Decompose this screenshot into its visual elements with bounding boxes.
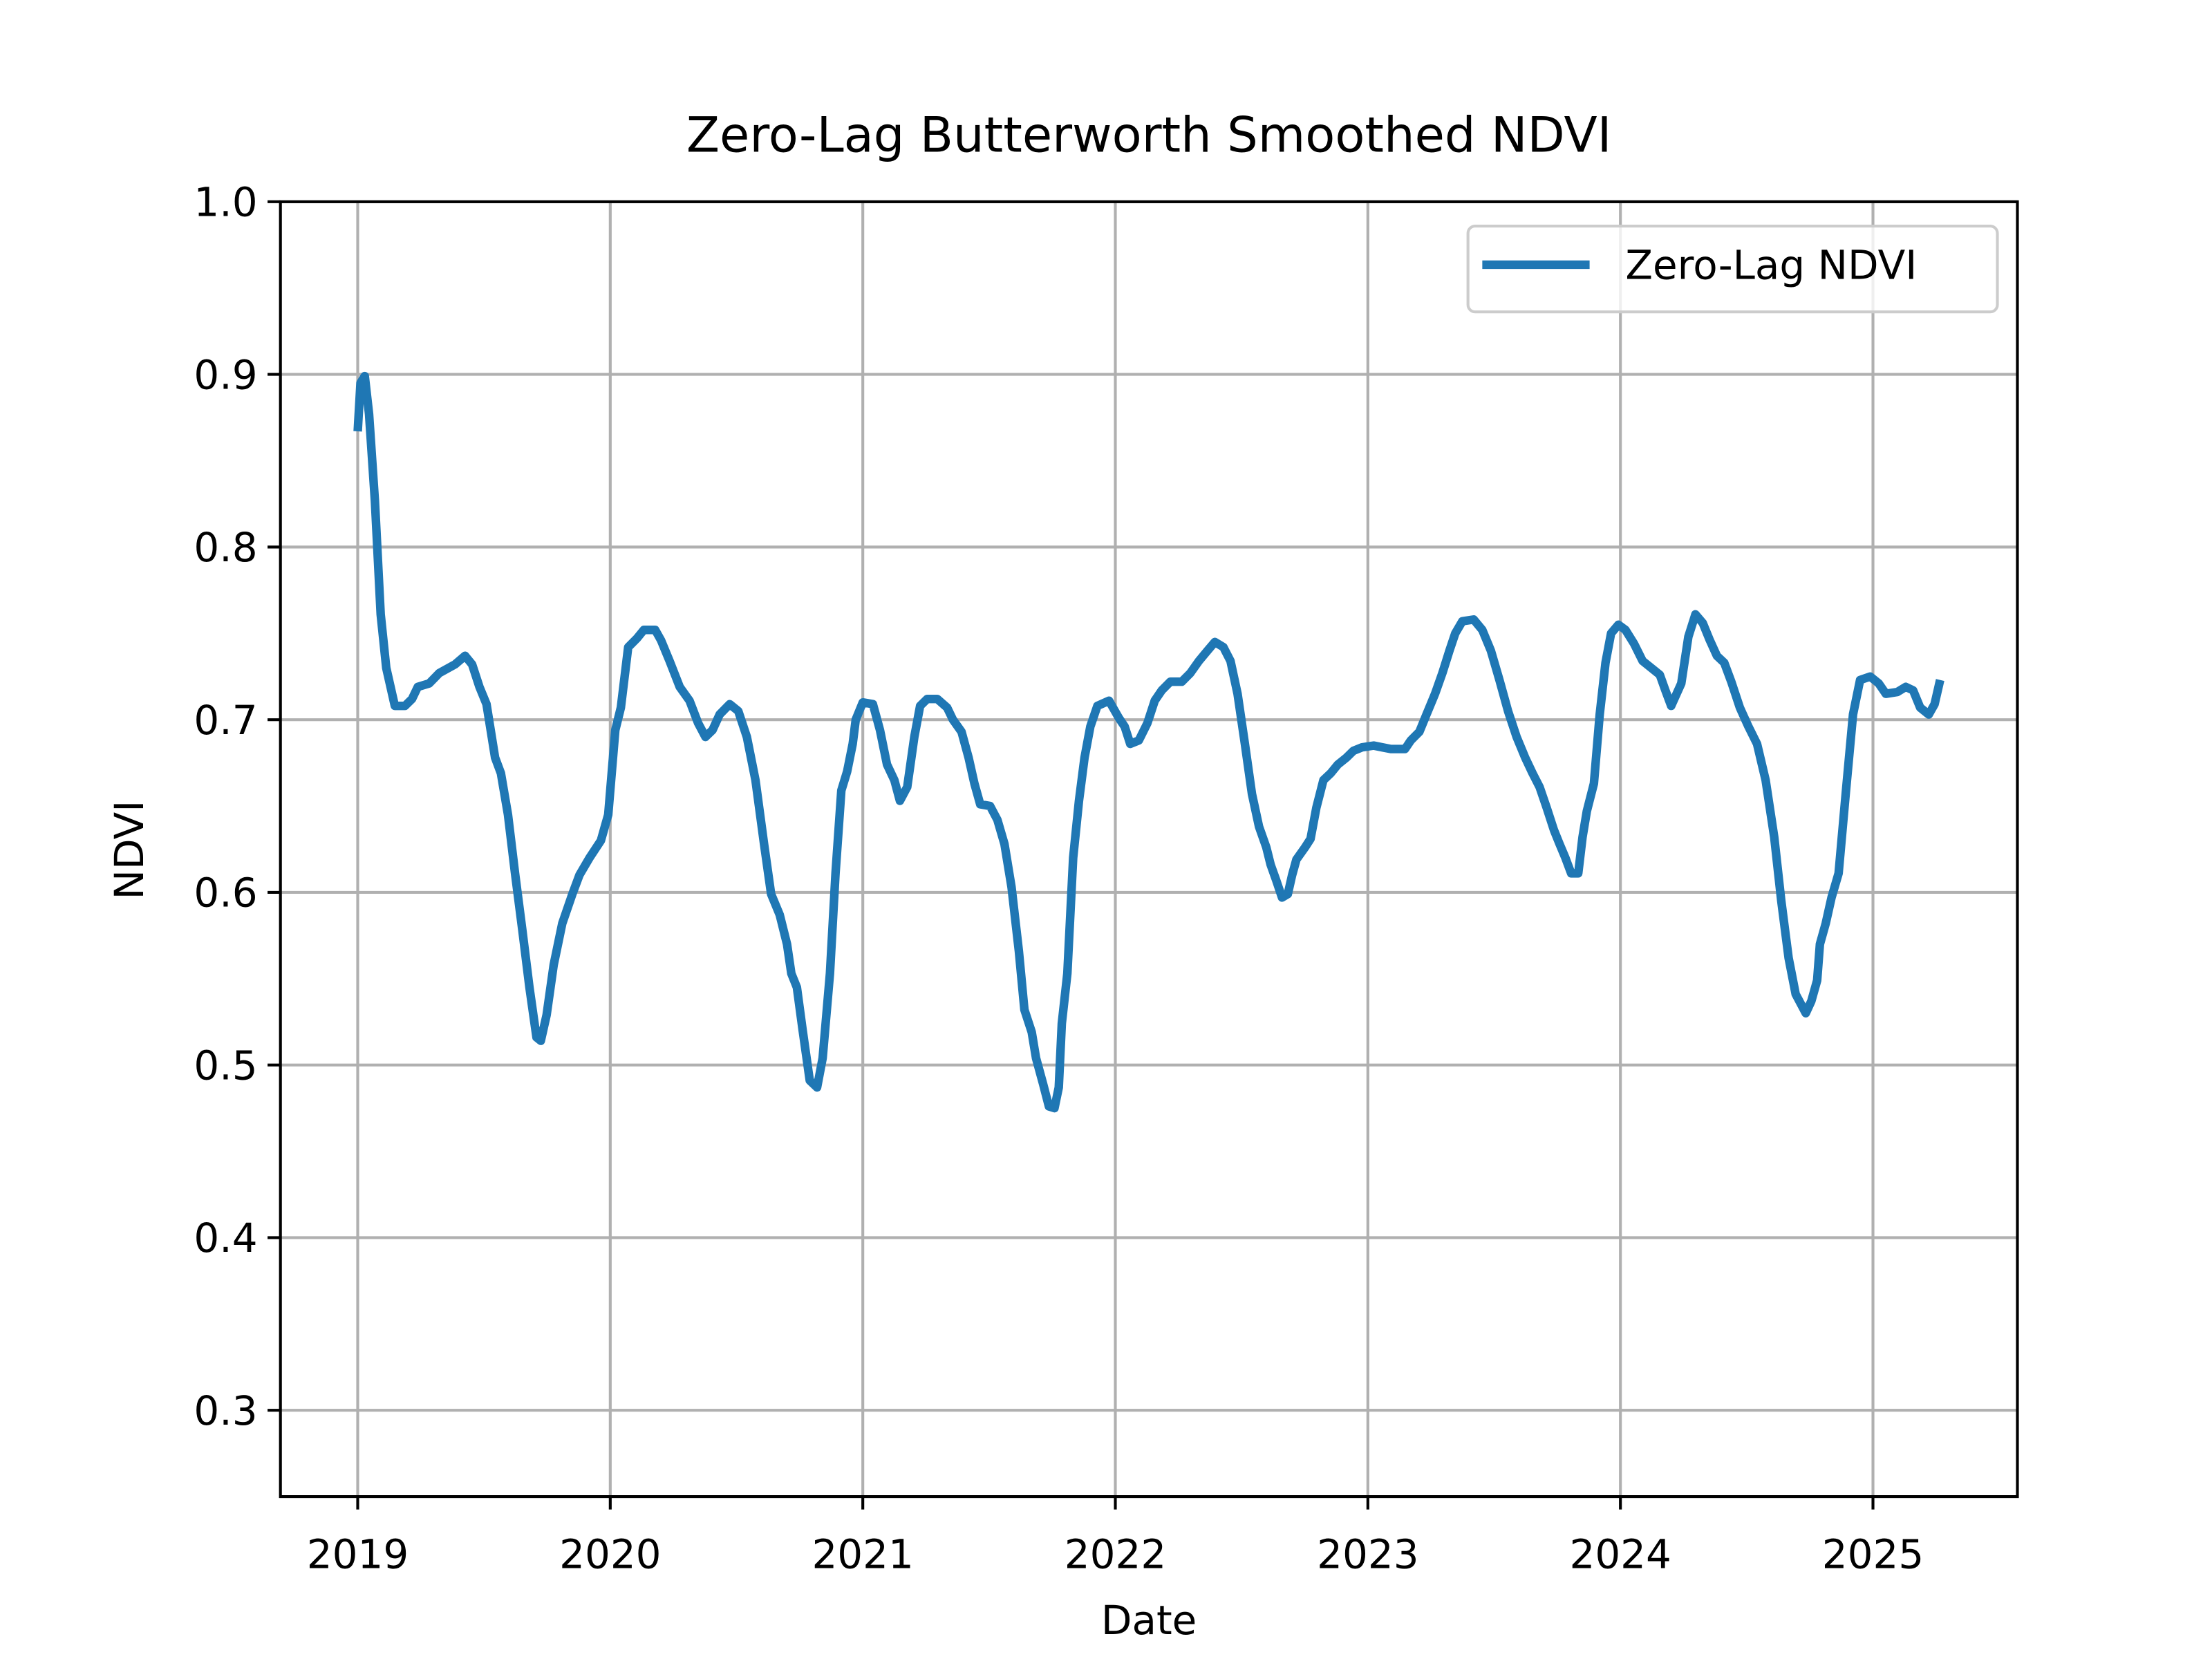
- y-tick-label: 0.7: [194, 697, 257, 744]
- plot-frame: [279, 200, 2019, 1499]
- x-tick-label: 2022: [1065, 1531, 1166, 1578]
- legend-label: Zero-Lag NDVI: [1625, 242, 1917, 289]
- y-tick-label: 0.3: [194, 1387, 257, 1434]
- x-tick-label: 2024: [1569, 1531, 1671, 1578]
- y-tick-label: 0.9: [194, 351, 257, 398]
- y-tick-label: 0.6: [194, 870, 257, 917]
- y-tick-label: 0.8: [194, 524, 257, 571]
- y-tick-label: 0.4: [194, 1215, 257, 1262]
- x-tick-label: 2021: [812, 1531, 913, 1578]
- chart-title: Zero-Lag Butterworth Smoothed NDVI: [686, 106, 1612, 163]
- legend-box: [1466, 224, 1999, 314]
- x-tick-label: 2020: [559, 1531, 661, 1578]
- x-tick-label: 2019: [307, 1531, 409, 1578]
- data-line: [353, 371, 1944, 1113]
- x-tick-label: 2023: [1317, 1531, 1418, 1578]
- x-axis-label: Date: [1101, 1597, 1197, 1644]
- x-tick-label: 2025: [1822, 1531, 1924, 1578]
- y-tick-label: 1.0: [194, 179, 257, 226]
- y-tick-label: 0.5: [194, 1042, 257, 1089]
- y-axis-label: NDVI: [106, 800, 153, 900]
